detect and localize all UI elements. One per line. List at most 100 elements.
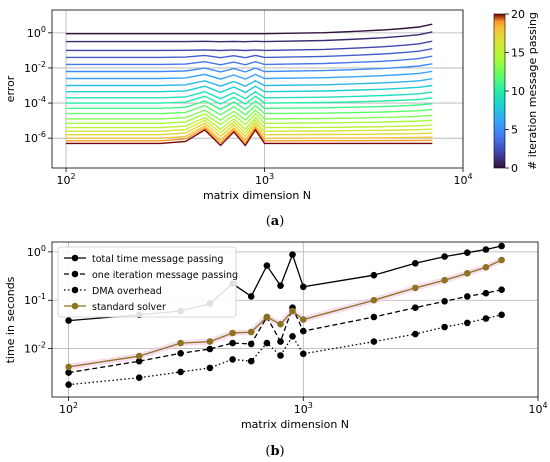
colorbar <box>493 13 506 169</box>
b-point <box>65 369 72 376</box>
panel-a-lines <box>66 23 433 147</box>
b-point <box>277 352 284 359</box>
b-point <box>441 276 448 284</box>
legend-label: total time message passing <box>92 254 223 265</box>
panel-a-xlabel: matrix dimension N <box>203 189 311 202</box>
b-point <box>277 282 284 290</box>
a-series-line-10 <box>66 95 433 105</box>
b-xtick-label: 103 <box>294 401 313 416</box>
legend-marker <box>71 286 79 294</box>
b-point <box>263 339 271 347</box>
b-point <box>498 242 505 250</box>
b-point <box>206 364 214 372</box>
a-series-line-3 <box>66 48 433 59</box>
caption-b: (b) <box>265 444 284 459</box>
legend-label: DMA overhead <box>92 286 162 297</box>
panel-b-ticks: 102 103 104 100 10-1 10-2 <box>24 244 548 416</box>
b-point <box>441 298 448 305</box>
b-point <box>412 304 419 312</box>
a-series-line-16 <box>66 119 433 134</box>
a-series-line-12 <box>66 104 433 116</box>
colorbar-tick-label: 5 <box>511 124 518 137</box>
panel-b-frame <box>51 241 539 398</box>
a-xtick-label: 102 <box>56 172 75 187</box>
b-point <box>300 283 307 291</box>
panel-a-ticks: 102 103 104 100 10-2 10-4 10-6 <box>24 25 473 187</box>
a-series-line-8 <box>66 84 433 94</box>
b-point <box>300 316 307 323</box>
legend-box <box>57 246 237 318</box>
b-point <box>135 357 143 365</box>
b-point <box>441 323 448 331</box>
a-series-line-6 <box>66 70 433 80</box>
b-point <box>177 350 184 357</box>
b-point <box>370 313 378 321</box>
a-series-line-5 <box>66 63 433 73</box>
legend-marker <box>71 302 79 310</box>
a-series-line-13 <box>66 109 433 122</box>
b-point <box>65 363 72 371</box>
b-point <box>289 333 296 340</box>
b-point <box>263 262 271 269</box>
b-point <box>277 320 284 328</box>
a-ytick-label: 10-4 <box>24 95 46 110</box>
colorbar-tick-label: 15 <box>511 47 525 60</box>
b-point <box>289 307 296 315</box>
b-point <box>177 368 184 376</box>
b-point <box>247 328 255 336</box>
b-point <box>65 317 72 324</box>
a-ytick-label: 100 <box>27 25 46 40</box>
b-point <box>277 338 284 345</box>
a-series-line-18 <box>66 124 433 141</box>
a-series-line-19 <box>66 126 433 144</box>
legend-label: one iteration message passing <box>92 270 238 281</box>
panel-b-ylabel: time in seconds <box>4 276 17 363</box>
a-ytick-label: 10-2 <box>24 60 46 75</box>
colorbar-tick-label: 0 <box>511 162 518 175</box>
a-series-line-1 <box>66 31 433 43</box>
a-xtick-label: 103 <box>255 172 274 187</box>
panel-a-ylabel: error <box>4 75 17 102</box>
b-point <box>300 327 307 335</box>
caption-a: (a) <box>266 214 285 229</box>
a-series-line-7 <box>66 78 433 87</box>
b-ytick-label: 10-2 <box>24 341 46 356</box>
b-point <box>206 338 214 345</box>
b-point <box>498 311 505 319</box>
b-point <box>370 271 378 279</box>
panel-b-xlabel: matrix dimension N <box>241 418 349 431</box>
b-xtick-label: 102 <box>59 401 78 416</box>
b-point <box>247 357 255 365</box>
b-point <box>482 246 490 253</box>
b-point <box>177 339 184 347</box>
b-point <box>247 293 255 300</box>
b-point <box>464 319 471 327</box>
b-point <box>482 315 490 322</box>
a-series-line-0 <box>66 23 433 35</box>
b-point <box>482 289 490 297</box>
b-point <box>370 296 378 304</box>
b-point <box>229 356 236 363</box>
colorbar-ticks: 0 5 10 15 20 <box>505 8 525 175</box>
a-ytick-label: 10-6 <box>24 130 46 145</box>
a-series-line-20 <box>66 128 433 147</box>
legend-label: standard solver <box>92 302 166 313</box>
b-point <box>135 374 143 382</box>
b-point <box>229 339 236 347</box>
b-point <box>441 253 448 260</box>
colorbar-tick-label: 20 <box>511 8 525 21</box>
colorbar-tick-label: 10 <box>511 85 525 98</box>
panel-b-legend: total time message passing one iteration … <box>57 246 238 318</box>
b-point <box>464 293 471 300</box>
b-point <box>412 284 419 292</box>
b-ytick-label: 100 <box>27 244 46 259</box>
b-point <box>229 329 236 337</box>
b-point <box>412 330 419 338</box>
legend-marker <box>71 270 79 278</box>
panel-a-frame <box>51 9 464 169</box>
a-series-line-2 <box>66 40 433 52</box>
b-point <box>498 256 505 264</box>
